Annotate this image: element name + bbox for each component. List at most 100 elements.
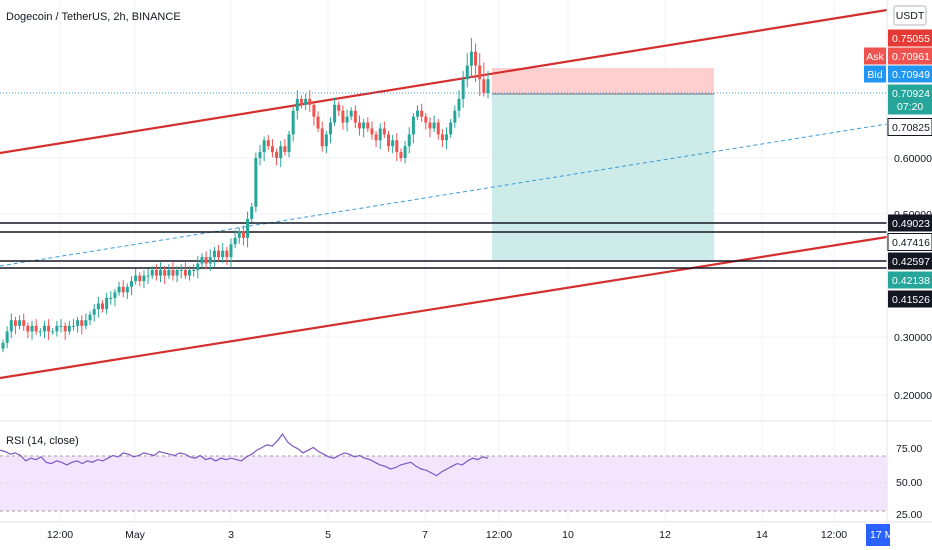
chart-title: Dogecoin / TetherUS, 2h, BINANCE: [6, 11, 181, 23]
candle-body: [233, 237, 237, 245]
time-tick: May: [125, 529, 146, 541]
candle-body: [486, 79, 490, 93]
price-tick: 0.60000: [894, 153, 932, 165]
take-profit-zone[interactable]: [492, 94, 714, 261]
price-tag[interactable]: 0.49023: [888, 214, 932, 232]
rsi-label: RSI (14, close): [6, 435, 79, 447]
candle-body: [308, 98, 312, 105]
candle-body: [183, 270, 187, 276]
price-tag[interactable]: 0.75055: [888, 29, 932, 47]
candle-body: [55, 325, 59, 332]
price-tag-label-bg: [864, 47, 886, 65]
candle-body: [204, 257, 208, 264]
candle-body: [407, 134, 411, 147]
candle-body: [349, 110, 353, 117]
price-tag[interactable]: Bid 0.70949: [864, 65, 932, 83]
currency-button[interactable]: [893, 5, 927, 26]
candle-body: [403, 146, 407, 158]
candle-body: [125, 286, 129, 293]
candle-body: [420, 110, 424, 117]
candle-body: [175, 270, 179, 276]
price-tag[interactable]: Ask 0.70961: [864, 47, 932, 65]
rsi-band: [0, 456, 887, 511]
candle-body: [440, 134, 444, 141]
candle-body: [399, 152, 403, 158]
price-tag-value: 0.70924: [892, 88, 930, 100]
candle-body: [258, 152, 262, 158]
candle-body: [217, 250, 221, 258]
candle-body: [362, 122, 366, 129]
price-tag[interactable]: 0.41526: [888, 290, 932, 308]
candle-body: [171, 270, 175, 276]
candle-body: [250, 206, 254, 219]
price-tag-label-bg: [864, 65, 886, 83]
price-tag-value: 0.42138: [892, 275, 930, 287]
price-tag-bg: [888, 29, 932, 47]
channel-upper-line[interactable]: [0, 8, 888, 155]
price-tag-bg: [888, 214, 932, 232]
candle-body: [67, 325, 71, 332]
candle-body: [382, 128, 386, 135]
time-tick: 3: [228, 529, 234, 541]
time-tick: 5: [325, 529, 331, 541]
price-tag-value: 0.41526: [892, 294, 930, 306]
candle-body: [212, 250, 216, 258]
rsi-tick: 25.00: [896, 509, 922, 521]
candle-body: [432, 122, 436, 129]
candle-body: [146, 275, 150, 277]
price-tag-value: 0.70949: [892, 69, 930, 81]
candle-body: [18, 320, 22, 326]
current-time-marker[interactable]: [866, 524, 890, 546]
candle-body: [391, 140, 395, 147]
candle-body: [246, 218, 250, 238]
price-tag[interactable]: 0.70825: [887, 118, 932, 136]
candle-body: [266, 140, 270, 147]
currency-label: USDT: [896, 10, 925, 22]
candle-body: [465, 65, 469, 80]
candle-body: [63, 325, 67, 332]
candle-body: [117, 286, 121, 293]
candle-body: [13, 320, 17, 326]
candle-body: [241, 231, 245, 238]
price-tag-label: Ask: [866, 51, 884, 63]
candle-body: [221, 250, 225, 258]
candle-body: [105, 297, 109, 310]
candlestick-series: [1, 38, 490, 353]
candle-body: [478, 65, 482, 80]
candle-body: [341, 110, 345, 123]
price-tick: 0.30000: [894, 332, 932, 344]
candle-body: [225, 250, 229, 258]
candle-body: [88, 314, 92, 321]
rsi-tick: 50.00: [896, 477, 922, 489]
price-tag[interactable]: 0.47416: [887, 233, 932, 251]
price-tag-bg: [888, 47, 932, 65]
candle-body: [353, 110, 357, 123]
channel-lower-line[interactable]: [0, 235, 888, 380]
price-tag-value: 0.49023: [892, 218, 930, 230]
price-tag[interactable]: 0.42597: [888, 252, 932, 270]
candle-body: [200, 257, 204, 264]
candle-body: [192, 270, 196, 271]
price-tag-bg: [887, 233, 932, 251]
stop-loss-zone[interactable]: [492, 68, 714, 94]
candle-body: [237, 231, 241, 238]
time-tick: 12:00: [47, 529, 73, 541]
price-tag-value: 0.42597: [892, 256, 930, 268]
candle-body: [30, 325, 34, 332]
price-tag[interactable]: 0.42138: [888, 271, 932, 289]
candle-body: [80, 320, 84, 326]
candle-body: [113, 292, 117, 298]
candle-body: [299, 98, 303, 105]
candle-body: [357, 122, 361, 129]
price-tag-value: 0.70825: [892, 122, 930, 134]
candle-body: [370, 128, 374, 135]
candle-body: [378, 128, 382, 141]
rsi-line: [0, 433, 489, 477]
channel-midline[interactable]: [0, 123, 888, 267]
candle-body: [134, 275, 138, 282]
candle-body: [159, 270, 163, 276]
candle-body: [424, 116, 428, 123]
